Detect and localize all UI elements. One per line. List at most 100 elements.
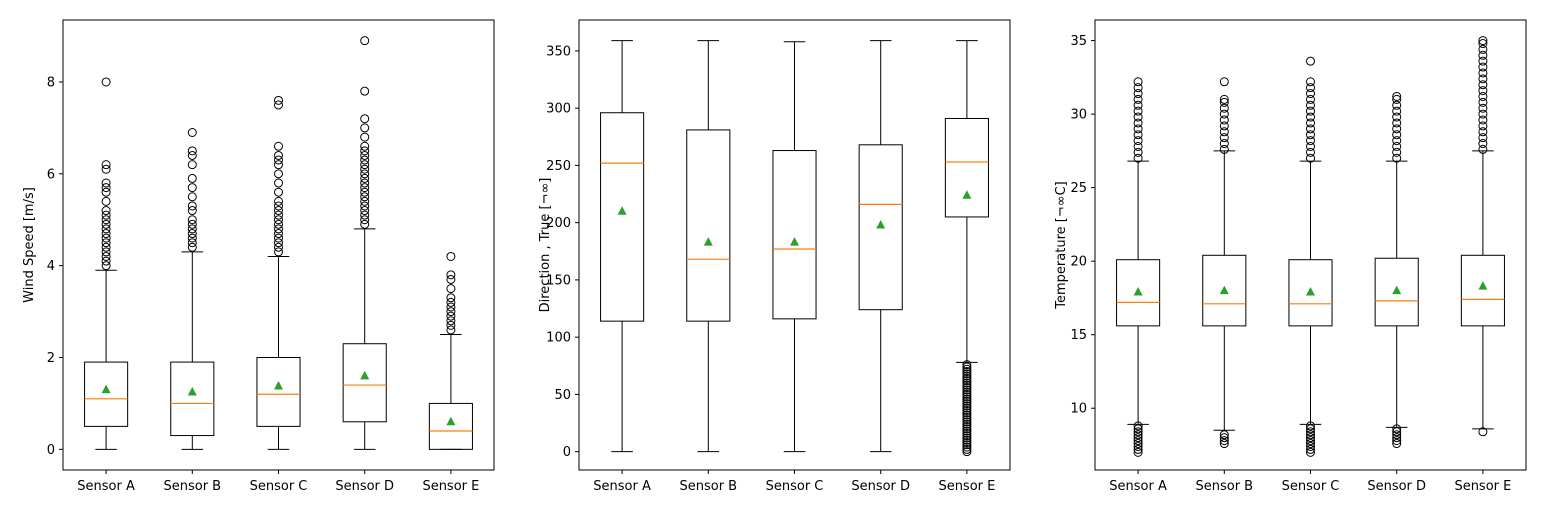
outlier-point <box>1478 115 1488 125</box>
outlier-point <box>1306 441 1315 451</box>
y-tick-label: 8 <box>47 75 55 90</box>
outlier-point <box>274 178 283 188</box>
outlier-point <box>101 164 111 174</box>
mean-marker <box>876 219 886 229</box>
outlier-point <box>962 360 972 370</box>
outlier-point <box>446 270 456 280</box>
outlier-point <box>187 224 197 234</box>
outlier-point <box>1392 112 1402 122</box>
outlier-point <box>962 442 972 452</box>
x-tick-label: Sensor A <box>1109 479 1167 494</box>
outlier-point <box>101 160 111 170</box>
outlier-point <box>187 183 197 193</box>
iqr-box <box>944 117 989 218</box>
outlier-point <box>962 392 972 402</box>
outlier-point <box>962 410 972 420</box>
outlier-point <box>1133 447 1143 457</box>
box-sensor-a <box>600 40 645 453</box>
iqr-box <box>1460 254 1505 327</box>
outlier-point <box>1219 97 1229 107</box>
y-tick-label: 300 <box>546 102 571 117</box>
mean-marker <box>274 380 283 390</box>
outlier-point <box>187 238 197 248</box>
y-tick-label: 4 <box>47 259 55 274</box>
outlier-point <box>962 387 972 397</box>
outlier-point <box>1133 427 1143 437</box>
outlier-point <box>1306 427 1315 437</box>
mean-marker <box>1478 281 1488 290</box>
outlier-point <box>274 169 283 179</box>
outlier-point <box>1306 130 1315 140</box>
outlier-point <box>360 169 370 179</box>
outlier-point <box>962 426 972 436</box>
outlier-point <box>360 160 370 170</box>
outlier-point <box>101 219 111 229</box>
outlier-point <box>274 247 283 257</box>
mean-marker <box>360 370 370 380</box>
mean-marker <box>703 237 713 246</box>
outlier-point <box>1478 97 1488 107</box>
outlier-point <box>101 196 111 206</box>
iqr-box <box>858 144 903 311</box>
outlier-point <box>1478 427 1488 437</box>
outlier-point <box>101 229 111 239</box>
outlier-point <box>1392 427 1402 437</box>
y-axis-label: Wind Speed [m/s] <box>22 187 37 303</box>
mean-marker <box>1306 287 1315 296</box>
outlier-point <box>1133 439 1143 449</box>
y-tick-label: 6 <box>47 167 55 182</box>
outlier-point <box>187 229 197 239</box>
outlier-point <box>274 229 283 239</box>
outlier-point <box>187 192 197 202</box>
box-sensor-c <box>256 95 301 450</box>
mean-marker <box>1392 285 1402 295</box>
outlier-point <box>1306 421 1315 431</box>
outlier-point <box>1392 433 1402 443</box>
y-tick-label: 200 <box>546 216 571 231</box>
outlier-point <box>274 210 283 220</box>
iqr-box <box>1374 257 1419 327</box>
mean-marker <box>617 206 627 215</box>
outlier-point <box>1133 130 1143 140</box>
outlier-point <box>1219 133 1229 143</box>
outlier-point <box>1478 74 1488 84</box>
outlier-point <box>962 401 972 411</box>
box-sensor-a <box>1116 77 1161 457</box>
outlier-point <box>101 224 111 234</box>
outlier-point <box>446 251 456 261</box>
outlier-point <box>274 224 283 234</box>
outlier-point <box>962 405 972 415</box>
x-tick-label: Sensor E <box>938 479 995 494</box>
outlier-point <box>1392 100 1402 110</box>
outlier-point <box>1133 100 1143 110</box>
chart-panel-1: 0 2 4 6 8 Wind Speed [m/s] Sensor A Sensor B Sen… <box>22 19 495 494</box>
chart-panel-3: 10 15 20 25 30 35 Temperature [¬∞C] Sensor A Sen… <box>1054 19 1527 494</box>
outlier-point <box>360 206 370 216</box>
outlier-point <box>1478 56 1488 66</box>
iqr-box <box>1116 259 1161 327</box>
mean-marker <box>790 237 799 246</box>
outlier-point <box>101 210 111 220</box>
outlier-point <box>446 293 456 303</box>
outlier-point <box>1219 439 1229 449</box>
box-sensor-d <box>858 40 903 453</box>
outlier-point <box>1133 94 1143 104</box>
outlier-point <box>962 396 972 406</box>
y-tick-label: 10 <box>1070 402 1087 417</box>
outlier-point <box>187 201 197 211</box>
outlier-point <box>274 242 283 252</box>
outlier-point <box>187 242 197 252</box>
outlier-point <box>962 438 972 448</box>
outlier-point <box>101 215 111 225</box>
outlier-point <box>360 183 370 193</box>
x-tick-label: Sensor C <box>766 479 824 494</box>
outlier-point <box>1478 139 1488 149</box>
outlier-point <box>101 77 111 87</box>
outlier-point <box>962 444 972 454</box>
outlier-point <box>101 233 111 243</box>
outlier-point <box>1478 50 1488 60</box>
y-tick-label: 35 <box>1070 34 1087 49</box>
outlier-point <box>101 183 111 193</box>
outlier-point <box>360 36 370 46</box>
outlier-point <box>360 86 370 96</box>
